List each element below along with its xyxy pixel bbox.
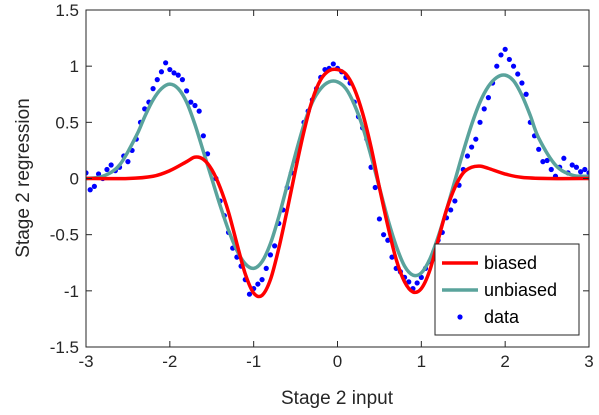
legend-label-data: data	[484, 307, 520, 327]
data-point	[477, 119, 483, 125]
series-line-unbiased	[86, 73, 589, 278]
data-point	[569, 162, 575, 168]
series-layer	[86, 46, 589, 299]
data-point	[502, 46, 508, 52]
series-line-biased	[86, 67, 589, 299]
y-axis-label: Stage 2 regression	[13, 98, 34, 258]
data-point	[272, 243, 278, 249]
data-point	[510, 63, 517, 69]
data-point	[267, 252, 274, 258]
data-point	[188, 99, 194, 105]
data-point	[196, 108, 202, 114]
data-point	[385, 237, 391, 243]
data-point	[448, 207, 454, 213]
plot-area	[86, 46, 589, 299]
data-point	[540, 159, 546, 165]
data-point	[586, 170, 589, 176]
data-point	[125, 159, 131, 165]
x-tick-label: 0	[333, 352, 342, 371]
data-point	[150, 86, 156, 92]
data-point	[200, 133, 206, 139]
legend: biased unbiased data	[434, 243, 580, 336]
data-point	[86, 170, 89, 176]
data-point	[167, 66, 173, 73]
data-point	[163, 60, 169, 66]
x-tick-label: -3	[78, 352, 93, 371]
data-point	[263, 265, 269, 271]
data-point	[544, 157, 550, 164]
data-point	[481, 106, 487, 112]
data-point	[179, 77, 186, 83]
data-point	[192, 102, 198, 109]
data-point	[95, 171, 102, 177]
data-point	[104, 166, 110, 173]
data-point	[519, 80, 525, 86]
data-point	[414, 280, 420, 286]
data-point	[154, 77, 160, 83]
y-tick-label: -1	[64, 282, 79, 301]
data-point	[418, 274, 424, 280]
data-point	[91, 183, 97, 189]
data-point	[469, 144, 475, 150]
data-point	[452, 198, 458, 204]
x-tick-label: -1	[246, 352, 261, 371]
data-point	[184, 88, 190, 94]
legend-label-unbiased: unbiased	[484, 280, 557, 300]
data-point	[108, 162, 114, 168]
data-point	[381, 232, 387, 238]
data-point	[246, 291, 253, 297]
data-point	[536, 146, 542, 152]
data-point	[548, 166, 554, 173]
data-point	[485, 95, 491, 101]
y-tick-label: 0	[70, 170, 79, 189]
x-tick-label: 1	[417, 352, 426, 371]
x-tick-label: -2	[162, 352, 177, 371]
data-point	[494, 63, 500, 69]
data-point	[372, 184, 378, 191]
data-point	[175, 72, 181, 78]
data-point	[582, 166, 588, 173]
data-point	[515, 71, 521, 77]
x-tick-label: 3	[584, 352, 593, 371]
data-point	[259, 277, 265, 283]
y-tick-label: 1	[70, 57, 79, 76]
legend-label-biased: biased	[484, 253, 537, 273]
tick-layer: -3 -2 -1 0 1 2 3 -1.5 -1 -0.5 0 0.5 1 1.5	[50, 1, 594, 371]
y-tick-label: -0.5	[50, 226, 79, 245]
data-point	[464, 153, 471, 159]
x-tick-label: 2	[500, 352, 509, 371]
y-tick-label: 1.5	[55, 1, 79, 20]
data-point	[87, 187, 93, 193]
y-tick-label: -1.5	[50, 338, 79, 357]
data-point	[406, 279, 412, 285]
data-point	[376, 216, 383, 222]
data-point	[573, 164, 580, 170]
data-point	[171, 70, 177, 76]
x-axis-label: Stage 2 input	[281, 388, 394, 409]
data-point	[578, 169, 584, 175]
data-point	[506, 56, 512, 63]
data-point	[473, 136, 479, 142]
data-point	[158, 69, 165, 75]
y-tick-label: 0.5	[55, 113, 79, 132]
data-point	[498, 52, 504, 58]
data-point	[389, 254, 395, 260]
legend-swatch-data	[457, 314, 463, 320]
data-point	[255, 281, 261, 287]
data-point	[523, 91, 529, 97]
data-point	[330, 61, 336, 67]
data-point	[561, 155, 567, 161]
